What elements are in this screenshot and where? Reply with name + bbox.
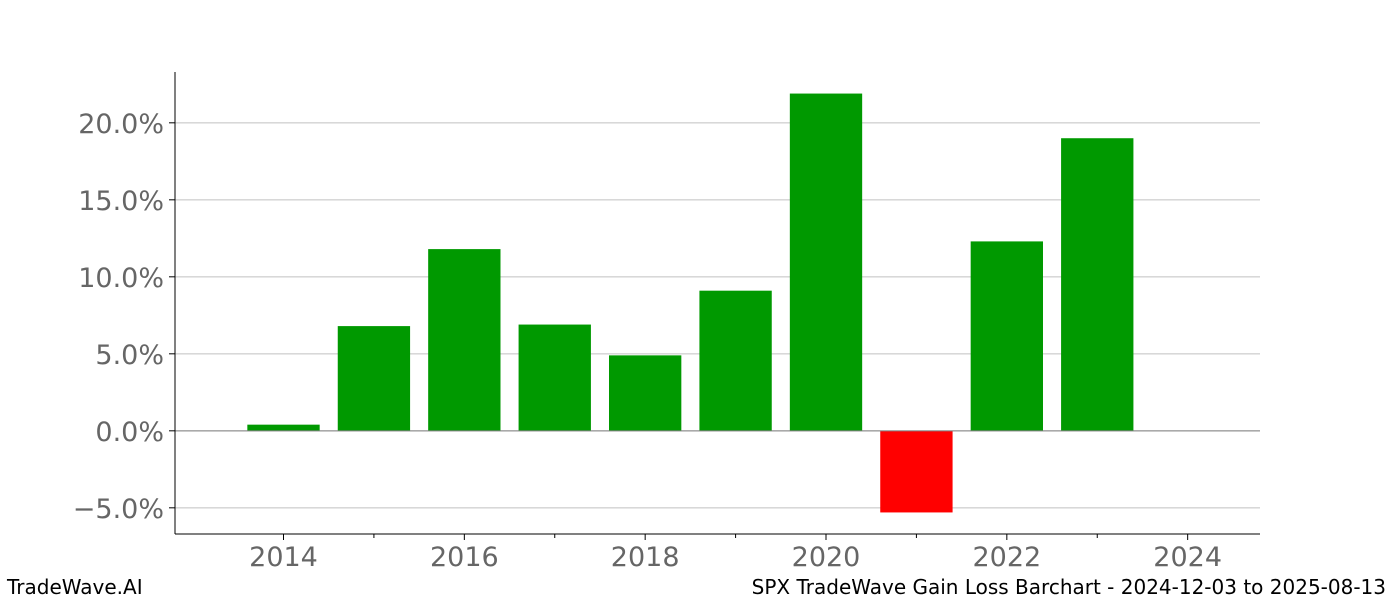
bar-2014: [247, 425, 319, 431]
y-tick-label: 5.0%: [95, 340, 164, 371]
bar-2016: [428, 249, 500, 431]
x-tick-label: 2024: [1153, 542, 1222, 573]
x-ticks: 2014 2016 2018 2020 2022 2024: [249, 534, 1222, 573]
bar-2021: [880, 431, 952, 513]
x-tick-label: 2020: [792, 542, 861, 573]
bar-2020: [790, 94, 862, 431]
gain-loss-bar-chart: −5.0%0.0%5.0%10.0%15.0%20.0% 2014 2016 201…: [0, 0, 1400, 600]
x-tick-label: 2016: [430, 542, 499, 573]
bar-2022: [971, 241, 1043, 430]
bar-2019: [699, 291, 771, 431]
y-tick-label: 0.0%: [95, 417, 164, 448]
bars: [247, 94, 1133, 513]
y-tick-label: −5.0%: [73, 494, 164, 525]
bar-2015: [338, 326, 410, 431]
x-tick-label: 2018: [611, 542, 680, 573]
y-tick-label: 15.0%: [78, 186, 164, 217]
bar-2023: [1061, 138, 1133, 431]
bar-2017: [519, 325, 591, 431]
y-ticks: −5.0% 0.0% 5.0% 10.0% 15.0% 20.0%: [73, 109, 175, 525]
footer-caption: SPX TradeWave Gain Loss Barchart - 2024-…: [752, 575, 1386, 600]
bar-2018: [609, 355, 681, 430]
footer-brand: TradeWave.AI: [7, 575, 143, 600]
x-tick-label: 2014: [249, 542, 318, 573]
y-tick-label: 10.0%: [78, 263, 164, 294]
y-tick-label: 20.0%: [78, 109, 164, 140]
x-tick-label: 2022: [972, 542, 1041, 573]
